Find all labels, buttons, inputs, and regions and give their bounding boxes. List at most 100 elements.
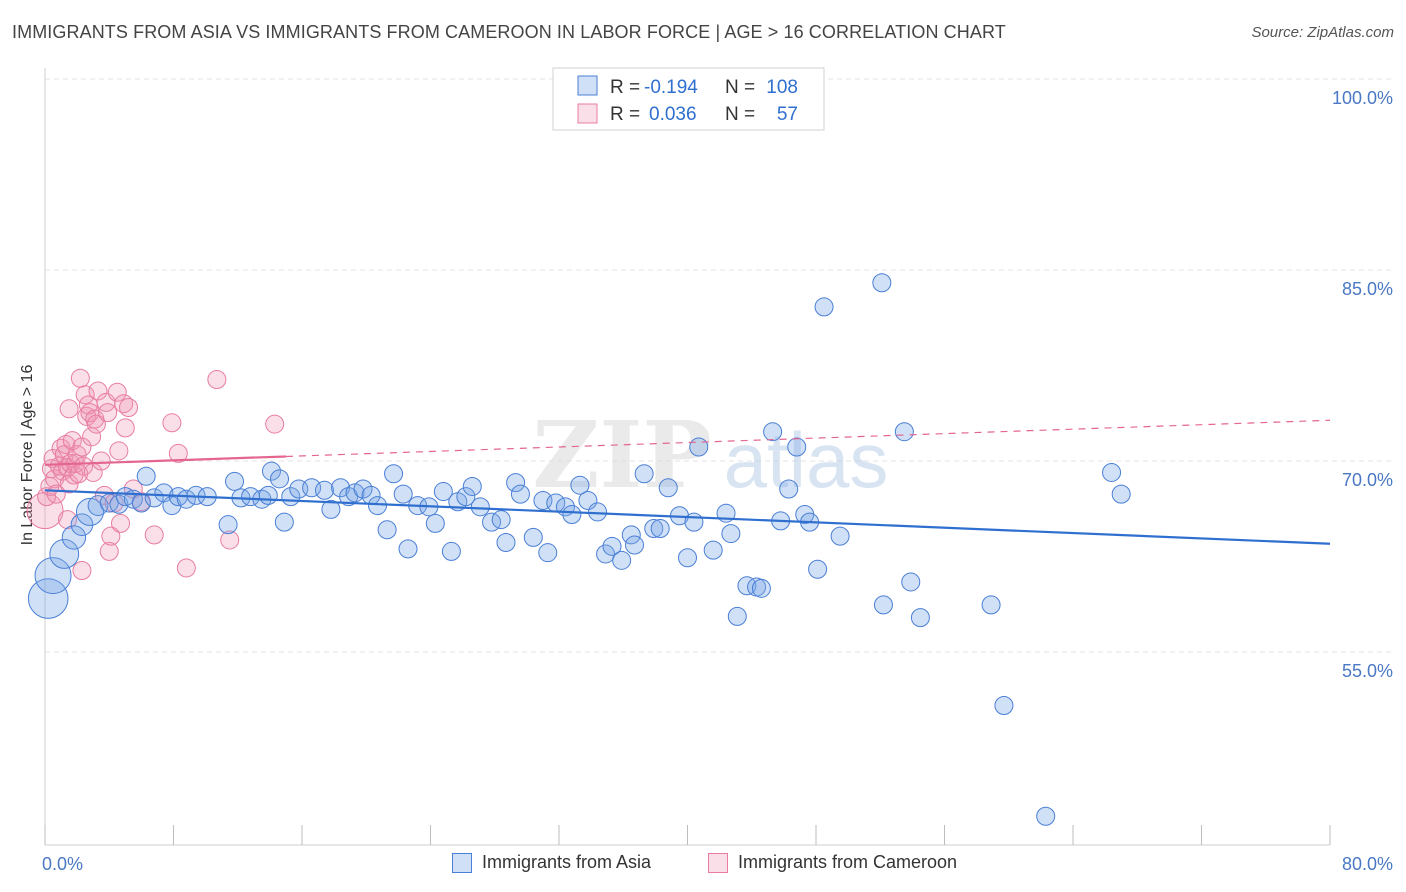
point-cameroon xyxy=(59,474,79,494)
point-asia xyxy=(34,557,72,595)
point-asia xyxy=(779,479,799,499)
point-asia xyxy=(1036,806,1056,826)
point-asia xyxy=(462,476,482,496)
point-asia xyxy=(398,539,418,559)
point-cameroon xyxy=(72,561,92,581)
point-asia xyxy=(678,548,697,568)
point-asia xyxy=(523,527,543,547)
point-asia xyxy=(144,488,164,508)
point-asia xyxy=(612,550,632,570)
point-cameroon xyxy=(162,413,182,433)
legend-box: R = -0.194 N = 108 R = 0.036 N = 57 xyxy=(552,67,825,131)
point-cameroon xyxy=(109,441,129,461)
series-asia-points xyxy=(27,273,1131,826)
point-asia xyxy=(538,543,558,563)
point-cameroon xyxy=(176,558,196,578)
point-asia xyxy=(596,544,616,564)
point-cameroon xyxy=(70,368,90,388)
point-asia xyxy=(689,437,709,457)
point-cameroon xyxy=(57,510,77,530)
point-asia xyxy=(703,540,723,560)
grid xyxy=(45,78,1392,653)
watermark-atlas: atlas xyxy=(724,416,889,504)
point-asia xyxy=(602,536,622,556)
point-asia xyxy=(433,482,453,502)
point-asia xyxy=(367,496,387,516)
point-cameroon xyxy=(99,541,119,561)
point-asia xyxy=(225,471,245,491)
point-asia xyxy=(470,497,490,517)
y-tick-label: 85.0% xyxy=(1342,279,1393,299)
point-cameroon xyxy=(107,382,127,402)
legend-n-label-cameroon: N = xyxy=(725,104,755,125)
point-cameroon xyxy=(115,418,135,438)
point-asia xyxy=(456,487,476,507)
point-asia xyxy=(644,518,664,538)
series-cameroon-points xyxy=(26,368,285,581)
point-asia xyxy=(570,475,590,495)
point-cameroon xyxy=(168,443,188,463)
point-cameroon xyxy=(62,431,82,451)
bottom-legend-swatch-cameroon xyxy=(708,852,728,873)
point-asia xyxy=(218,515,238,535)
point-cameroon xyxy=(110,513,130,533)
point-asia xyxy=(910,608,930,628)
point-asia xyxy=(321,499,341,519)
point-asia xyxy=(634,464,654,484)
point-asia xyxy=(109,494,129,514)
point-asia xyxy=(441,541,461,561)
watermark: ZIP atlas xyxy=(532,401,888,509)
point-asia xyxy=(353,479,373,499)
y-tick-label: 100.0% xyxy=(1332,88,1393,108)
axes xyxy=(44,68,1331,846)
trend-line-asia xyxy=(44,489,1331,545)
chart-source: Source: ZipAtlas.com xyxy=(1251,24,1394,41)
legend-swatch-cameroon xyxy=(577,103,598,124)
point-cameroon xyxy=(101,526,121,546)
point-cameroon xyxy=(265,414,285,434)
legend-r-label-asia: R = xyxy=(610,77,640,98)
legend-n-value-asia: 108 xyxy=(766,77,798,98)
point-asia xyxy=(314,480,334,500)
legend-n-value-cameroon: 57 xyxy=(777,104,798,125)
point-asia xyxy=(258,485,278,505)
point-asia xyxy=(261,461,281,481)
bottom-legend-cameroon: Immigrants from Cameroon xyxy=(708,852,957,873)
point-asia xyxy=(393,484,413,504)
point-asia xyxy=(425,513,445,533)
point-cameroon xyxy=(74,456,94,476)
point-cameroon xyxy=(75,385,95,405)
point-cameroon xyxy=(220,530,240,550)
legend-r-value-asia: -0.194 xyxy=(644,77,698,98)
point-asia xyxy=(901,572,921,592)
trend-line-cameroon-dashed xyxy=(285,419,1331,458)
point-asia xyxy=(787,437,807,457)
point-asia xyxy=(506,473,526,493)
trend-lines xyxy=(44,419,1331,545)
point-asia xyxy=(658,478,678,498)
point-asia xyxy=(830,526,850,546)
point-asia xyxy=(872,273,892,293)
point-asia xyxy=(808,559,828,579)
trend-line-cameroon-solid xyxy=(44,455,286,466)
point-asia xyxy=(727,606,747,626)
point-asia xyxy=(61,525,87,550)
legend-n-label-asia: N = xyxy=(725,77,755,98)
point-cameroon xyxy=(45,469,65,489)
point-asia xyxy=(684,512,704,532)
point-asia xyxy=(1102,462,1122,482)
legend-box-frame xyxy=(552,67,825,131)
point-asia xyxy=(624,535,644,555)
point-asia xyxy=(49,539,80,569)
point-asia xyxy=(384,464,404,484)
y-tick-label: 70.0% xyxy=(1342,470,1393,490)
point-asia xyxy=(562,504,582,524)
bottom-legend-label-cameroon: Immigrants from Cameroon xyxy=(738,852,958,872)
watermark-zip: ZIP xyxy=(532,401,711,509)
point-asia xyxy=(496,532,516,552)
point-asia xyxy=(176,489,196,509)
point-cameroon xyxy=(207,370,227,390)
point-asia xyxy=(274,512,294,532)
point-asia xyxy=(510,484,530,504)
